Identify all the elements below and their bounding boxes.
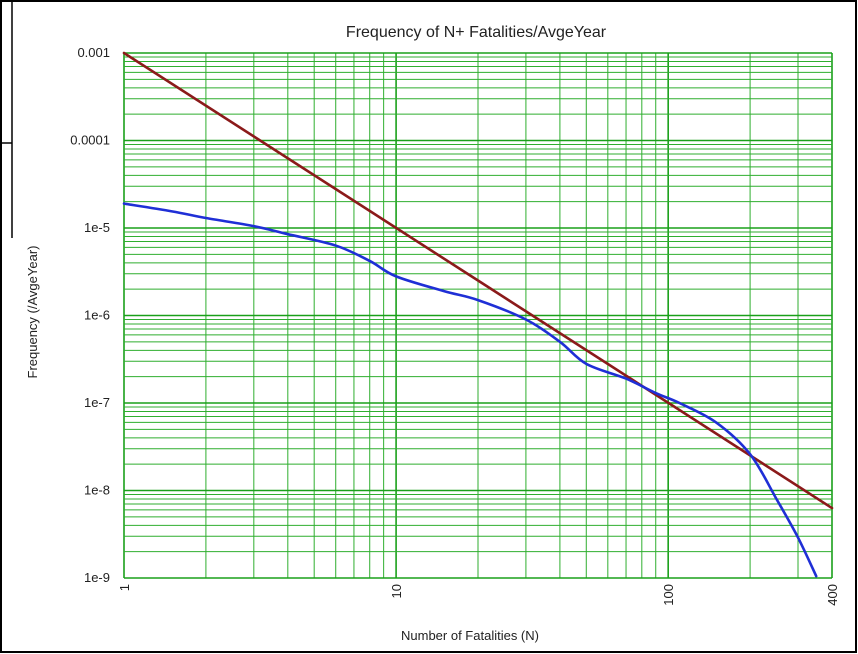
y-tick-label: 0.001 [77,45,110,60]
series-line-1 [122,51,834,510]
series-layer [122,51,834,578]
y-tick-label: 1e-6 [84,308,110,323]
chart-title: Frequency of N+ Fatalities/AvgeYear [346,24,607,41]
plot-grid [123,52,833,579]
y-tick-label: 0.0001 [70,133,110,148]
y-tick-label: 1e-5 [84,220,110,235]
x-axis-label: Number of Fatalities (N) [401,628,539,643]
y-tick-label: 1e-9 [84,570,110,585]
y-tick-labels: 0.001 0.0001 1e-5 1e-6 1e-7 1e-8 1e-9 [70,45,110,585]
x-tick-label: 100 [661,584,676,606]
x-tick-label: 400 [825,584,840,606]
x-tick-label: 1 [117,584,132,591]
series-line-2 [122,202,818,578]
x-tick-label: 10 [389,584,404,598]
y-axis-label: Frequency (/AvgeYear) [25,246,40,379]
x-tick-labels: 1 10 100 400 [117,584,840,606]
y-tick-label: 1e-8 [84,483,110,498]
y-tick-label: 1e-7 [84,395,110,410]
